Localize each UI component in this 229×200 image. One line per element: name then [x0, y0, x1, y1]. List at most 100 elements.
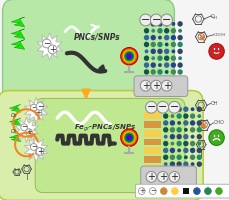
Circle shape — [160, 188, 166, 195]
Text: +: + — [49, 45, 56, 54]
FancyBboxPatch shape — [143, 156, 160, 163]
Text: +: + — [141, 81, 149, 91]
Circle shape — [163, 62, 169, 68]
Text: −: − — [161, 15, 171, 25]
Polygon shape — [9, 118, 21, 126]
Circle shape — [150, 14, 161, 26]
Circle shape — [163, 28, 169, 33]
Circle shape — [143, 69, 149, 75]
Circle shape — [138, 188, 144, 195]
Circle shape — [182, 113, 188, 119]
Circle shape — [169, 155, 174, 160]
Text: −: − — [158, 102, 167, 112]
Circle shape — [150, 80, 161, 91]
Text: +: + — [147, 172, 155, 182]
Circle shape — [177, 69, 182, 75]
Circle shape — [150, 35, 155, 40]
Circle shape — [162, 155, 168, 160]
Circle shape — [196, 120, 201, 126]
Text: $O_2$: $O_2$ — [10, 127, 18, 136]
Circle shape — [151, 29, 155, 33]
Circle shape — [163, 107, 167, 111]
Circle shape — [145, 101, 156, 113]
Circle shape — [171, 188, 177, 195]
Circle shape — [143, 35, 149, 40]
Circle shape — [193, 188, 199, 195]
Circle shape — [163, 55, 169, 61]
Circle shape — [176, 113, 181, 119]
Circle shape — [215, 188, 221, 195]
Polygon shape — [11, 40, 25, 49]
Circle shape — [150, 62, 155, 68]
Circle shape — [176, 155, 181, 160]
Circle shape — [36, 102, 44, 110]
Circle shape — [196, 127, 201, 133]
Circle shape — [157, 76, 162, 82]
Circle shape — [170, 69, 175, 75]
Text: −: − — [31, 144, 37, 150]
FancyBboxPatch shape — [143, 121, 160, 128]
Polygon shape — [9, 104, 21, 112]
Circle shape — [143, 28, 149, 33]
Circle shape — [144, 22, 148, 26]
Circle shape — [170, 42, 175, 47]
Circle shape — [125, 52, 132, 60]
Circle shape — [162, 141, 168, 146]
Text: −: − — [31, 105, 37, 111]
Text: COOH: COOH — [213, 33, 225, 37]
Text: +: + — [151, 81, 159, 91]
Circle shape — [168, 101, 179, 113]
Circle shape — [163, 135, 167, 139]
Text: −: − — [146, 102, 155, 112]
Circle shape — [170, 142, 174, 145]
Circle shape — [177, 56, 181, 60]
Circle shape — [140, 80, 150, 91]
FancyBboxPatch shape — [143, 139, 160, 145]
Polygon shape — [11, 17, 25, 27]
Circle shape — [190, 135, 194, 139]
Circle shape — [124, 51, 134, 61]
Circle shape — [164, 70, 168, 74]
Circle shape — [48, 45, 57, 54]
FancyBboxPatch shape — [3, 0, 174, 109]
Circle shape — [171, 77, 174, 81]
Circle shape — [169, 161, 174, 167]
Circle shape — [182, 134, 188, 139]
Circle shape — [177, 35, 182, 40]
Circle shape — [121, 48, 136, 64]
Circle shape — [169, 134, 174, 139]
Circle shape — [190, 107, 194, 111]
Circle shape — [21, 124, 27, 131]
Circle shape — [163, 21, 169, 27]
Circle shape — [157, 42, 162, 47]
Circle shape — [120, 47, 138, 66]
Text: CHO: CHO — [213, 120, 224, 125]
Circle shape — [160, 14, 172, 26]
Circle shape — [182, 120, 188, 126]
Circle shape — [177, 148, 180, 152]
Circle shape — [163, 35, 169, 40]
FancyBboxPatch shape — [0, 91, 202, 200]
FancyBboxPatch shape — [143, 174, 160, 181]
Text: +: + — [162, 81, 170, 91]
Circle shape — [121, 130, 136, 146]
Polygon shape — [15, 117, 38, 143]
Circle shape — [190, 162, 194, 166]
Circle shape — [196, 161, 201, 167]
FancyBboxPatch shape — [140, 166, 196, 188]
Circle shape — [169, 120, 174, 126]
Text: −: − — [43, 39, 50, 48]
Polygon shape — [37, 33, 62, 60]
Circle shape — [182, 161, 188, 167]
Circle shape — [170, 114, 174, 118]
Polygon shape — [9, 134, 21, 142]
Circle shape — [145, 171, 156, 182]
FancyBboxPatch shape — [134, 76, 187, 96]
Circle shape — [122, 131, 135, 144]
Circle shape — [161, 80, 171, 91]
Circle shape — [176, 161, 181, 167]
Circle shape — [25, 129, 32, 136]
Text: +: + — [26, 129, 32, 135]
Circle shape — [151, 56, 155, 60]
Circle shape — [157, 21, 162, 27]
